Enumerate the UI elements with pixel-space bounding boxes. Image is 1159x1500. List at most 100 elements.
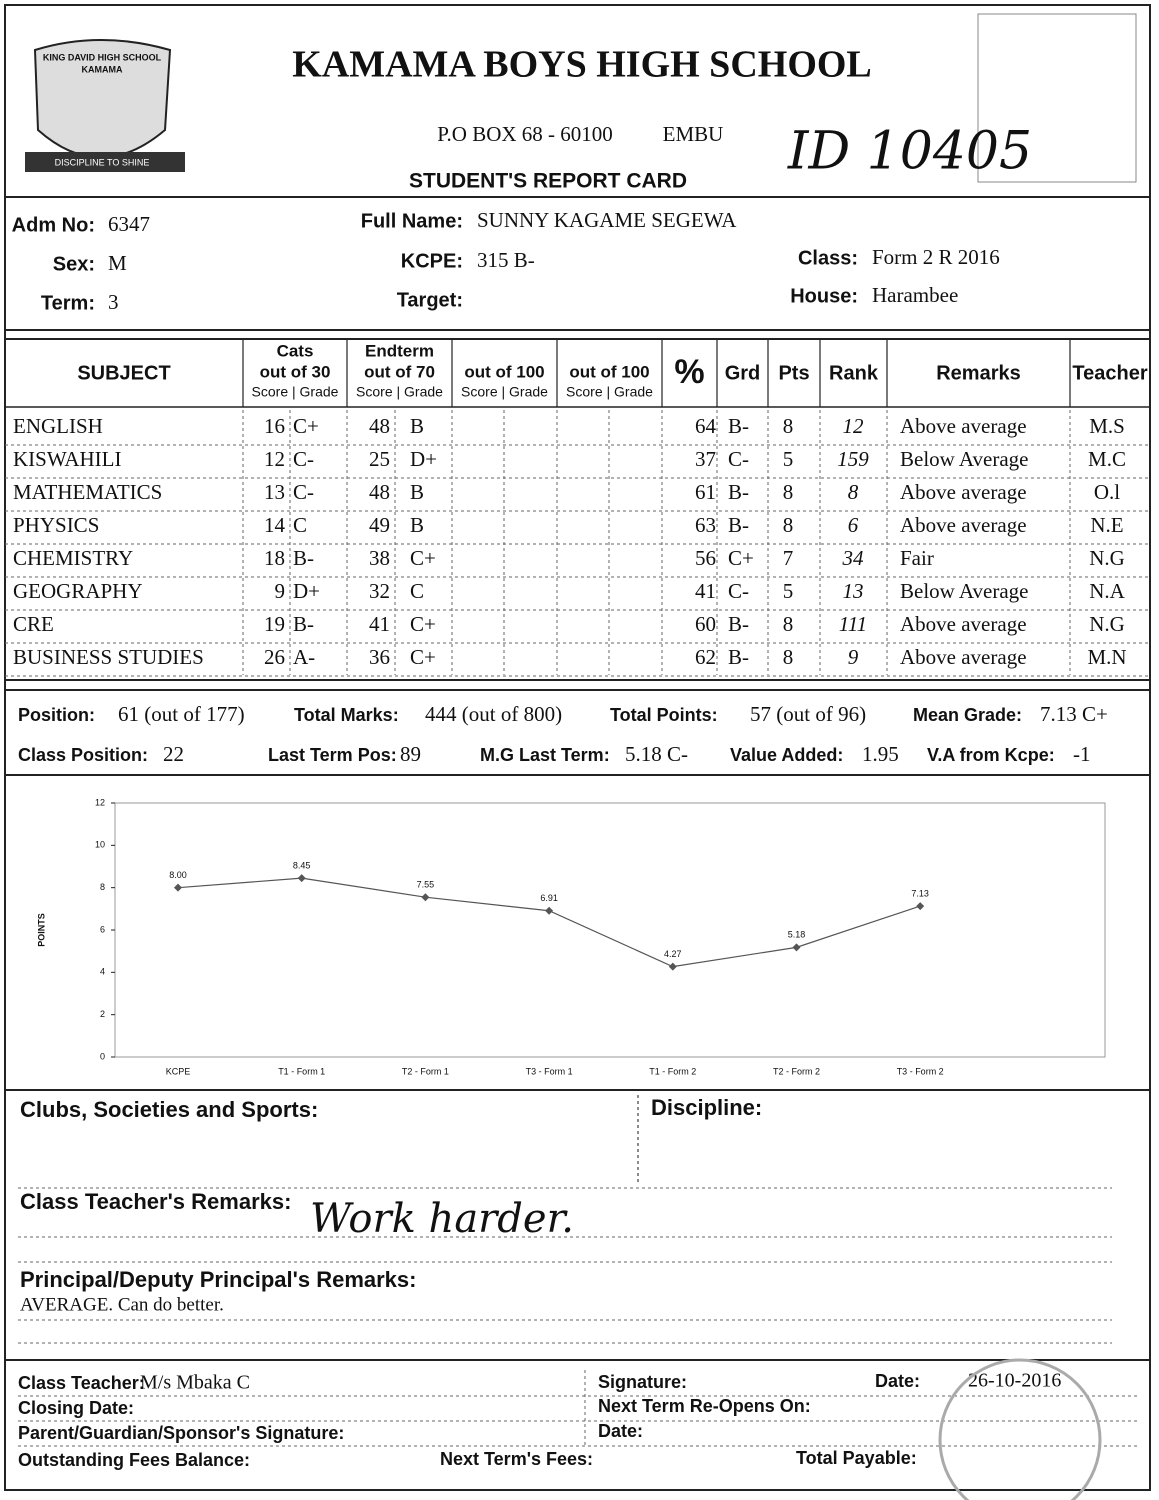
point: [916, 902, 925, 911]
logo-banner: [25, 152, 185, 172]
cell: Above average: [900, 513, 1027, 537]
summary-label: Class Position:: [18, 745, 148, 765]
field-value: 6347: [108, 212, 150, 236]
cell: N.E: [1090, 513, 1123, 537]
summary-value: 22: [163, 742, 184, 766]
cell: 8: [783, 645, 794, 669]
stamp: [938, 1358, 1102, 1500]
cell: Below Average: [900, 579, 1028, 603]
field-label: Full Name:: [361, 210, 463, 232]
cell: C+: [293, 414, 319, 438]
y-tick-label: 0: [100, 1051, 105, 1061]
cell: O.l: [1094, 480, 1120, 504]
cell: C-: [728, 447, 749, 471]
cell: 26: [264, 645, 285, 669]
x-tick-label: T1 - Form 1: [278, 1066, 325, 1076]
cell: Fair: [900, 546, 934, 570]
y-tick-label: 10: [95, 840, 105, 850]
data-label: 8.45: [293, 861, 311, 871]
subject: MATHEMATICS: [13, 480, 162, 504]
column-header: Rank: [829, 362, 879, 384]
subject: ENGLISH: [13, 414, 103, 438]
cell: A-: [293, 645, 315, 669]
column-header: Grd: [725, 362, 761, 384]
summary-value: -1: [1073, 742, 1091, 766]
cell: M.S: [1089, 414, 1125, 438]
footer-label: Parent/Guardian/Sponsor's Signature:: [18, 1423, 344, 1443]
field-value: SUNNY KAGAME SEGEWA: [477, 208, 737, 232]
cell: N.A: [1089, 579, 1125, 603]
footer-label: Closing Date:: [18, 1398, 134, 1418]
column-scale: Score | Grade: [356, 384, 443, 400]
cell: B: [410, 480, 424, 504]
footer-label: Total Payable:: [796, 1448, 917, 1468]
y-tick-label: 4: [100, 967, 105, 977]
handwritten-id: ID 10405: [787, 122, 1032, 182]
field-label: KCPE:: [401, 250, 463, 272]
cell: B-: [293, 546, 314, 570]
logo-text: KING DAVID HIGH SCHOOL: [43, 52, 162, 62]
cell: C+: [410, 645, 436, 669]
cell: 61: [695, 480, 716, 504]
cell: 49: [369, 513, 390, 537]
card-title: STUDENT'S REPORT CARD: [409, 170, 687, 193]
point: [668, 962, 677, 971]
footer-label: Date:: [875, 1371, 920, 1391]
cell: 13: [264, 480, 285, 504]
data-label: 8.00: [169, 870, 187, 880]
field-value: 315 B-: [477, 248, 535, 272]
cell: 12: [264, 447, 285, 471]
field-label: Term:: [41, 292, 95, 314]
data-label: 6.91: [540, 893, 558, 903]
cell: B-: [728, 513, 749, 537]
cell: 34: [842, 546, 865, 570]
field-label: Class:: [798, 247, 858, 269]
data-label: 7.55: [417, 880, 435, 890]
cell: 48: [369, 480, 390, 504]
column-header: Teacher: [1072, 362, 1147, 384]
column-subheader: out of 30: [260, 362, 331, 381]
column-subheader: out of 100: [464, 362, 544, 381]
cell: C+: [728, 546, 754, 570]
footer-label: Signature:: [598, 1372, 687, 1392]
cell: B-: [293, 612, 314, 636]
cell: 5: [783, 579, 794, 603]
column-header: Pts: [778, 362, 809, 384]
line-series: [177, 877, 921, 968]
cell: 12: [843, 414, 865, 438]
summary-label: Total Points:: [610, 705, 718, 725]
section-label: Principal/Deputy Principal's Remarks:: [20, 1267, 416, 1292]
summary-value: 444 (out of 800): [425, 702, 562, 726]
cell: 7: [783, 546, 794, 570]
cell: C-: [293, 447, 314, 471]
summary-label: M.G Last Term:: [480, 745, 610, 765]
column-subheader: out of 100: [569, 362, 649, 381]
point: [545, 906, 554, 915]
column-header: Cats: [277, 341, 314, 360]
handwritten-remark: Work harder.: [310, 1196, 574, 1242]
cell: 63: [695, 513, 716, 537]
cell: 14: [264, 513, 286, 537]
cell: Above average: [900, 480, 1027, 504]
plot-frame: [114, 802, 1106, 1058]
summary-value: 7.13 C+: [1040, 702, 1108, 726]
cell: 18: [264, 546, 285, 570]
column-header: Remarks: [936, 362, 1021, 384]
cell: 9: [848, 645, 859, 669]
cell: 62: [695, 645, 716, 669]
cell: 41: [695, 579, 716, 603]
column-scale: Score | Grade: [566, 384, 653, 400]
section-label: Class Teacher's Remarks:: [20, 1189, 291, 1214]
cell: Above average: [900, 414, 1027, 438]
summary-label: Mean Grade:: [913, 705, 1022, 725]
point: [792, 943, 801, 952]
cell: C+: [410, 612, 436, 636]
field-label: Target:: [397, 289, 463, 311]
cell: 8: [783, 480, 794, 504]
point: [421, 893, 430, 902]
summary-value: 5.18 C-: [625, 742, 688, 766]
cell: C: [293, 513, 307, 537]
point: [297, 874, 306, 883]
field-label: House:: [790, 285, 858, 307]
point: [174, 883, 182, 892]
